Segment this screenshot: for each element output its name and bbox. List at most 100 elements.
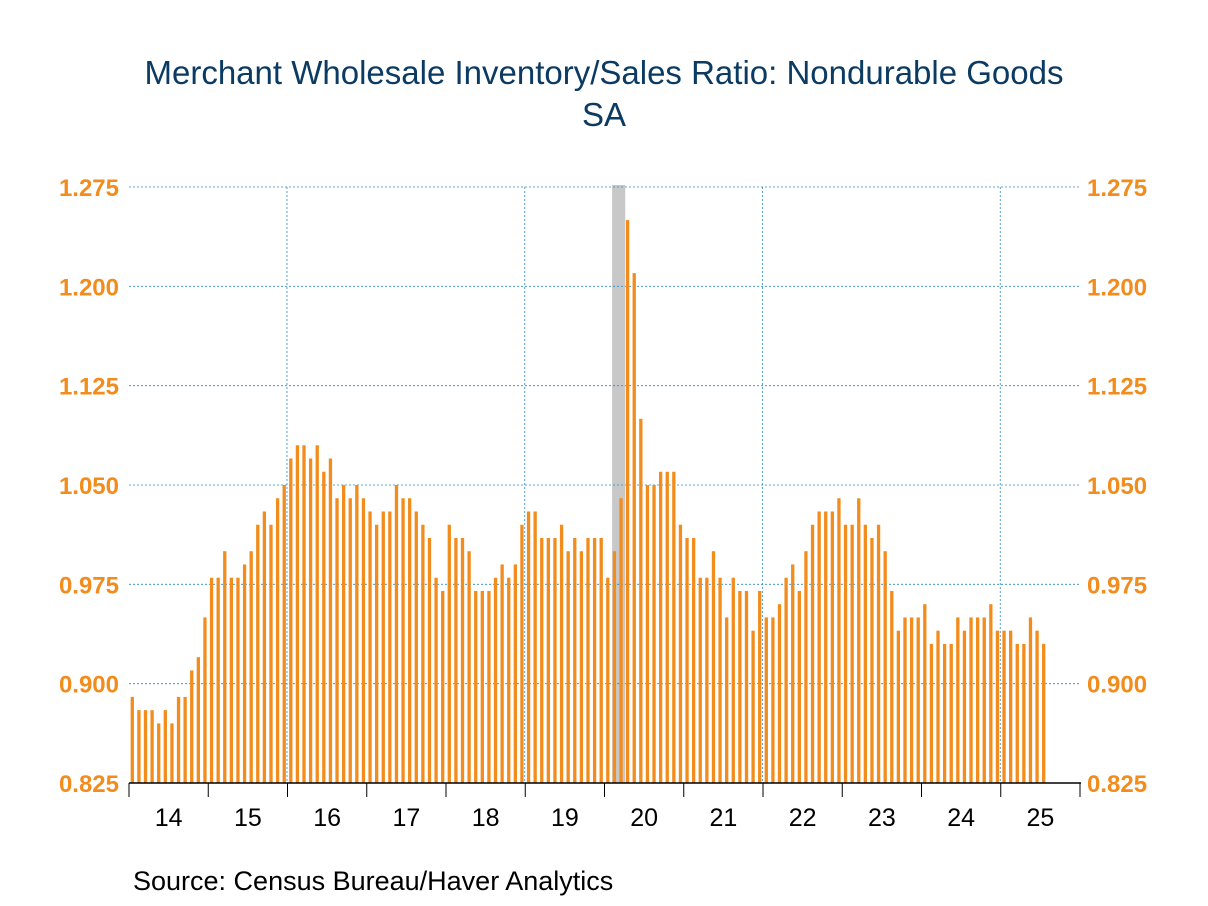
bar <box>375 524 379 783</box>
bar <box>1002 630 1006 783</box>
bar <box>507 577 511 783</box>
bar <box>1035 630 1039 783</box>
bar <box>434 577 438 783</box>
bar <box>355 485 359 783</box>
bar <box>606 577 610 783</box>
bar <box>850 524 854 783</box>
bar <box>493 577 498 783</box>
bar <box>639 418 643 783</box>
bar <box>810 524 815 783</box>
bar <box>249 551 253 783</box>
bar <box>804 551 808 783</box>
x-tick-label: 24 <box>947 804 975 832</box>
bar <box>315 445 319 783</box>
bar <box>176 696 181 783</box>
bar <box>242 564 247 783</box>
bar <box>341 485 346 783</box>
bar <box>401 498 405 783</box>
chart-title: Merchant Wholesale Inventory/Sales Ratio… <box>144 54 1064 91</box>
bar <box>368 511 372 783</box>
bar <box>566 551 570 783</box>
bar <box>157 723 161 783</box>
bar <box>658 471 663 783</box>
bar <box>520 524 524 783</box>
bar <box>903 617 907 783</box>
bar <box>540 537 544 783</box>
y-tick-label-right: 1.125 <box>1087 374 1147 401</box>
bar <box>784 577 788 783</box>
bar <box>619 498 623 783</box>
bar <box>163 710 167 783</box>
bar <box>236 577 240 783</box>
bar <box>1009 630 1013 783</box>
bar <box>771 617 775 783</box>
bar <box>196 657 200 783</box>
bar <box>1015 643 1019 783</box>
bar <box>295 445 300 783</box>
y-tick-label-left: 1.275 <box>59 175 119 202</box>
bar <box>936 630 940 783</box>
bar <box>289 458 293 783</box>
bar <box>995 630 1000 783</box>
bar <box>586 537 590 783</box>
bar <box>553 537 557 783</box>
bar <box>500 564 504 783</box>
bar <box>989 604 993 783</box>
bar <box>824 511 828 783</box>
x-tick-label: 21 <box>709 804 737 832</box>
bar <box>579 551 584 783</box>
bar <box>705 577 709 783</box>
bar <box>685 537 689 783</box>
bar <box>487 590 491 783</box>
bar <box>421 524 425 783</box>
y-tick-label-left: 1.050 <box>59 473 119 500</box>
bar <box>876 524 881 783</box>
bar <box>890 590 894 783</box>
bar <box>282 485 286 783</box>
bar <box>764 617 768 783</box>
bar <box>652 485 656 783</box>
bar <box>612 551 617 783</box>
bar <box>526 511 531 783</box>
bar <box>883 551 887 783</box>
x-tick-label: 23 <box>868 804 896 832</box>
chart-subtitle: SA <box>581 96 627 133</box>
bar <box>956 617 960 783</box>
x-tick-label: 20 <box>630 804 658 832</box>
bar <box>916 617 920 783</box>
bar <box>170 723 174 783</box>
bar <box>817 511 821 783</box>
bar <box>275 498 280 783</box>
bar <box>592 537 597 783</box>
bar <box>361 498 366 783</box>
bar <box>302 445 306 783</box>
bar <box>863 524 868 783</box>
x-tick-label: 19 <box>551 804 579 832</box>
bar <box>843 524 848 783</box>
bar <box>751 630 755 783</box>
x-tick-label: 17 <box>392 804 420 832</box>
bar <box>758 590 762 783</box>
bar <box>923 604 927 783</box>
bar <box>546 537 551 783</box>
y-tick-label-left: 1.200 <box>59 274 119 301</box>
y-tick-label-right: 0.975 <box>1087 572 1147 599</box>
bar <box>1022 643 1026 783</box>
bar <box>797 590 801 783</box>
x-tick-labels: 14 15 16 17 18 19 20 21 22 23 24 25 <box>155 804 1055 832</box>
x-tick-label: 15 <box>234 804 262 832</box>
bar <box>183 696 187 783</box>
bar <box>348 498 352 783</box>
x-tick-label: 22 <box>789 804 817 832</box>
bar <box>143 710 148 783</box>
chart-title-block: Merchant Wholesale Inventory/Sales Ratio… <box>0 52 1208 136</box>
bar <box>394 485 399 783</box>
bar <box>744 590 749 783</box>
y-tick-label-right: 0.825 <box>1087 771 1147 798</box>
bar <box>698 577 702 783</box>
bar <box>408 498 412 783</box>
bar <box>460 537 465 783</box>
bar <box>573 537 577 783</box>
bar <box>665 471 669 783</box>
bar <box>454 537 458 783</box>
